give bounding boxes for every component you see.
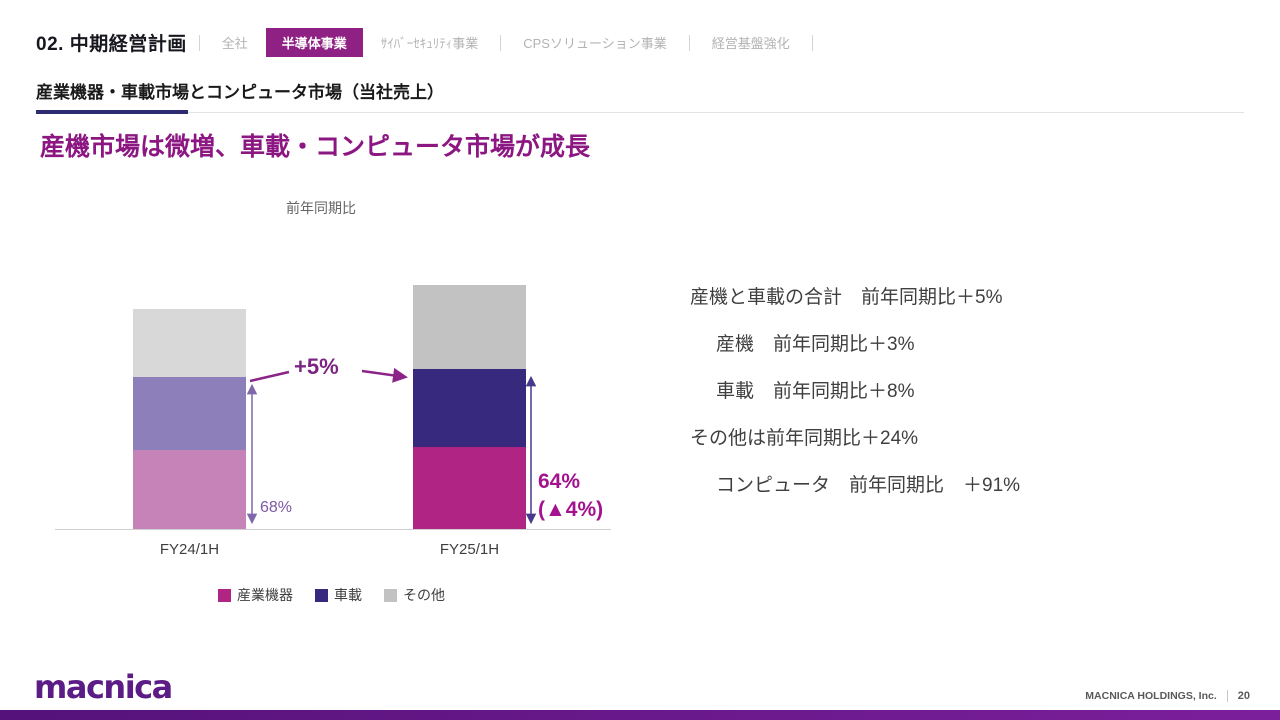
share-label-fy25-change: (▲4%) <box>538 498 604 522</box>
divider <box>198 34 200 51</box>
footer-company: MACNICA HOLDINGS, Inc. <box>1085 690 1217 702</box>
divider <box>500 34 502 51</box>
bottom-accent-bar <box>0 710 1280 720</box>
bar-segment <box>133 309 246 377</box>
growth-annotation: +5% <box>294 354 339 379</box>
divider <box>811 34 813 51</box>
divider <box>1226 690 1228 702</box>
tab-cybersecurity-jigyo[interactable]: ｻｲﾊﾞｰｾｷｭﾘﾃｨ事業 <box>380 36 479 51</box>
chart-note: 前年同期比 <box>286 200 356 216</box>
share-label-fy25-value: 64% <box>538 470 581 493</box>
bar-segment <box>413 447 526 529</box>
legend-label: 産業機器 <box>237 587 293 603</box>
horizontal-rule <box>36 112 1244 113</box>
page-number: 20 <box>1237 690 1250 702</box>
bar-segment <box>133 450 246 529</box>
legend-label: その他 <box>403 587 445 603</box>
stacked-bar-fy24 <box>133 309 246 529</box>
stacked-bar-fy25 <box>413 285 526 529</box>
summary-line: その他は前年同期比＋24% <box>690 427 919 449</box>
slide-subtitle: 産業機器・車載市場とコンピュータ市場（当社売上） <box>36 83 444 102</box>
accent-underline <box>36 110 188 114</box>
tab-handotai-jigyo[interactable]: 半導体事業 <box>265 28 363 57</box>
growth-connector-left <box>249 370 290 383</box>
category-label-fy25: FY25/1H <box>439 541 500 558</box>
footer: MACNICA HOLDINGS, Inc. 20 <box>1085 690 1250 702</box>
summary-line: 産機と車載の合計 前年同期比＋5% <box>690 287 1003 308</box>
tab-cps-solution-jigyo[interactable]: CPSソリューション事業 <box>523 36 667 51</box>
bar-segment <box>413 369 526 447</box>
macnica-logo: macnica <box>34 668 173 706</box>
bar-segment <box>413 285 526 369</box>
summary-panel: 産機と車載の合計 前年同期比＋5% 産機 前年同期比＋3% 車載 前年同期比＋8… <box>690 287 1021 496</box>
divider <box>688 34 690 51</box>
slide-headline: 産機市場は微増、車載・コンピュータ市場が成長 <box>40 133 591 161</box>
x-axis-line <box>55 529 611 530</box>
share-label-fy25: 64% (▲4%) <box>538 468 603 525</box>
tab-zensha[interactable]: 全社 <box>221 36 248 51</box>
summary-line: 産機 前年同期比＋3% <box>716 333 915 355</box>
legend-item-shasai: 車載 <box>315 585 362 605</box>
legend-item-sonota: その他 <box>384 585 445 605</box>
header: 02. 中期経営計画 全社 半導体事業 ｻｲﾊﾞｰｾｷｭﾘﾃｨ事業 CPSソリュ… <box>36 28 825 57</box>
chart-legend: 産業機器 車載 その他 <box>218 585 445 605</box>
section-label: 02. 中期経営計画 <box>36 34 187 55</box>
summary-line: 車載 前年同期比＋8% <box>716 380 915 402</box>
tab-keiei-kiban-kyoka[interactable]: 経営基盤強化 <box>711 36 790 51</box>
growth-arrow-right <box>361 367 408 383</box>
category-label-fy24: FY24/1H <box>159 541 220 558</box>
share-label-fy24: 68% <box>260 499 293 516</box>
summary-line: コンピュータ 前年同期比 ＋91% <box>716 474 1021 496</box>
legend-swatch-shasai <box>315 588 328 602</box>
bar-segment <box>133 377 246 450</box>
legend-label: 車載 <box>334 587 362 603</box>
legend-swatch-sonota <box>384 588 397 602</box>
legend-swatch-sangyokiki <box>218 588 231 602</box>
legend-item-sangyokiki: 産業機器 <box>218 585 293 605</box>
